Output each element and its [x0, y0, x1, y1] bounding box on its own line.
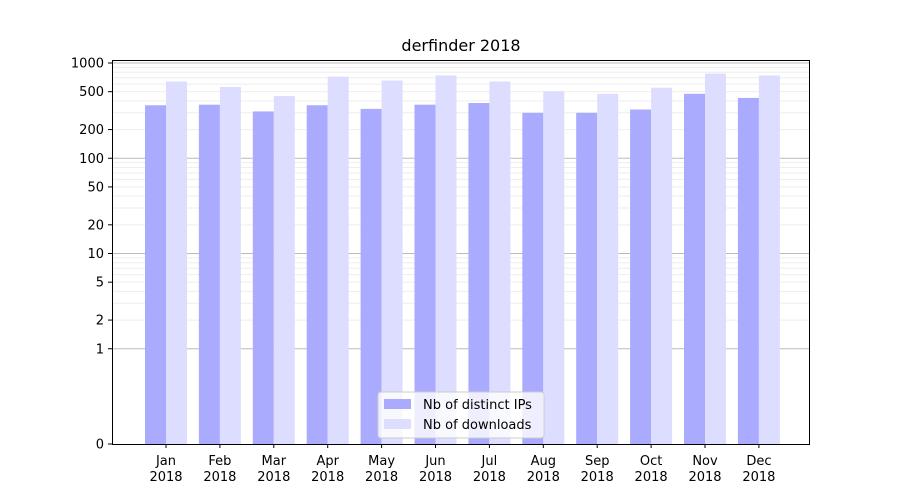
bar-distinct-ips	[198, 104, 220, 445]
bar-downloads	[758, 75, 780, 444]
x-tick-label: Oct 2018	[635, 454, 668, 485]
y-tick-label: 200	[79, 123, 104, 138]
bar-distinct-ips	[630, 109, 652, 445]
bar-downloads	[543, 91, 565, 444]
x-tick-label-line: 2018	[203, 470, 236, 485]
bar-distinct-ips	[468, 103, 490, 445]
bar-distinct-ips	[576, 112, 598, 444]
x-tick-label-line: 2018	[635, 470, 668, 485]
bar-distinct-ips	[737, 97, 759, 444]
y-tick-label: 2	[96, 314, 104, 329]
legend-box	[377, 391, 545, 439]
x-tick-label-line: 2018	[419, 470, 452, 485]
bar-downloads	[705, 73, 726, 445]
x-tick-label: Mar 2018	[257, 454, 290, 485]
x-tick-label: Nov 2018	[688, 454, 721, 485]
x-tick-label: Sep 2018	[581, 454, 614, 485]
y-axis: 0 1 2 5 10 20 50 100 200 500 1000	[71, 57, 112, 453]
x-tick-label-line: Aug	[531, 454, 556, 469]
y-tick-label: 1000	[71, 57, 104, 72]
x-tick-label-line: Mar	[262, 454, 287, 469]
x-tick-label-line: Jun	[424, 454, 445, 469]
bars	[145, 73, 780, 445]
bar-downloads	[327, 76, 349, 444]
x-tick-label-line: 2018	[311, 470, 344, 485]
x-tick-label: Jan 2018	[149, 454, 182, 485]
x-tick-label-line: Oct	[640, 454, 662, 469]
y-tick-label: 0	[96, 438, 104, 453]
bar-distinct-ips	[306, 105, 328, 445]
x-tick-label-line: 2018	[742, 470, 775, 485]
y-tick-label: 10	[87, 247, 104, 262]
chart-title: derfinder 2018	[401, 36, 520, 55]
bar-distinct-ips	[360, 108, 382, 445]
x-tick-label-line: 2018	[365, 470, 398, 485]
x-tick-label: Aug 2018	[527, 454, 560, 485]
x-tick-label-line: Dec	[746, 454, 771, 469]
legend-label-downloads: Nb of downloads	[423, 418, 532, 433]
y-tick-label: 1	[96, 342, 104, 357]
x-tick-label: May 2018	[365, 454, 398, 485]
x-tick-label-line: 2018	[688, 470, 721, 485]
x-tick-label-line: 2018	[149, 470, 182, 485]
x-tick-label-line: Sep	[585, 454, 610, 469]
y-tick-label: 100	[79, 152, 104, 167]
bar-distinct-ips	[522, 112, 544, 444]
y-tick-label: 20	[87, 218, 104, 233]
x-tick-label-line: Nov	[692, 454, 718, 469]
x-tick-label-line: Apr	[316, 454, 339, 469]
x-tick-label-line: Jan	[155, 454, 176, 469]
x-tick-label-line: May	[368, 454, 395, 469]
bar-distinct-ips	[414, 104, 436, 445]
y-tick-label: 50	[87, 180, 104, 195]
bar-distinct-ips	[145, 105, 166, 445]
legend-label-distinct-ips: Nb of distinct IPs	[423, 398, 532, 413]
y-tick-label: 5	[96, 276, 104, 291]
y-tick-label: 500	[79, 85, 104, 100]
bar-downloads	[166, 81, 187, 444]
bar-downloads	[597, 93, 619, 445]
bar-distinct-ips	[252, 111, 274, 444]
legend-swatch-distinct-ips	[384, 399, 411, 409]
x-tick-label: Jun 2018	[419, 454, 452, 485]
bar-downloads	[651, 87, 673, 444]
x-tick-label: Dec 2018	[742, 454, 775, 485]
x-tick-label-line: 2018	[257, 470, 290, 485]
legend: Nb of distinct IPs Nb of downloads	[377, 391, 545, 439]
bar-distinct-ips	[684, 93, 705, 445]
bar-downloads	[489, 81, 511, 444]
bar-downloads	[381, 80, 403, 444]
plot-frame	[112, 60, 810, 445]
x-tick-label-line: 2018	[581, 470, 614, 485]
x-tick-label-line: 2018	[473, 470, 506, 485]
x-tick-label-line: Jul	[481, 454, 498, 469]
bar-downloads	[273, 96, 295, 445]
x-tick-label-line: 2018	[527, 470, 560, 485]
x-tick-label: Apr 2018	[311, 454, 344, 485]
x-tick-label: Jul 2018	[473, 454, 506, 485]
x-tick-label: Feb 2018	[203, 454, 236, 485]
bar-downloads	[435, 75, 457, 444]
x-tick-label-line: Feb	[208, 454, 231, 469]
legend-swatch-downloads	[384, 419, 411, 429]
bar-downloads	[219, 86, 241, 444]
